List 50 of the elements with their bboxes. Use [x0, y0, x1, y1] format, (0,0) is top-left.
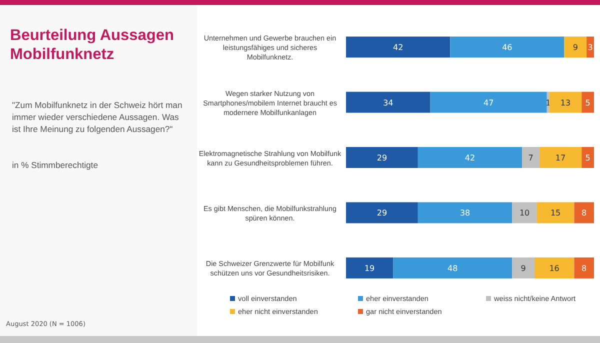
data-label: 8 [582, 264, 587, 273]
bar [512, 257, 534, 278]
bar [549, 92, 582, 113]
bar [346, 92, 430, 113]
bar [512, 202, 537, 224]
data-label: 5 [585, 98, 590, 108]
data-label: 19 [364, 264, 375, 273]
bar [522, 147, 540, 168]
data-label: 16 [549, 264, 560, 273]
data-label: 3 [588, 43, 593, 52]
data-label: 42 [392, 43, 404, 52]
data-label: 7 [528, 154, 534, 162]
bar [418, 202, 512, 224]
bar [564, 36, 587, 58]
data-label: 15 [550, 208, 561, 218]
bar [346, 36, 450, 58]
bar [536, 202, 574, 224]
data-label: 1 [546, 98, 551, 108]
bar [393, 257, 512, 278]
data-label: 17 [555, 154, 566, 162]
data-label: 29 [376, 154, 388, 162]
data-label: 10 [519, 208, 530, 218]
data-label: 9 [520, 264, 526, 273]
bar [582, 147, 594, 168]
data-label: 47 [484, 98, 494, 108]
data-label: 9 [572, 43, 578, 52]
text: Beurteilung Aussagen Mobilfunknetz [10, 27, 174, 63]
bar [346, 257, 394, 278]
data-label: 46 [502, 43, 512, 52]
data-label: 8 [582, 208, 587, 218]
text: "Zum Mobilfunknetz in der Schweiz hört man immer wieder verschiedene Aussagen. Was ist Ihre Meinung zu folgenden Aussagen?" [12, 100, 182, 134]
bar [582, 92, 594, 113]
bar [430, 92, 547, 113]
data-label: 34 [383, 98, 394, 108]
data-label: 29 [376, 208, 388, 218]
bar [534, 257, 574, 278]
bar [450, 36, 564, 58]
bar [539, 147, 582, 168]
bar [418, 147, 522, 168]
text: in % Stimmberechtigte [12, 160, 98, 170]
bar [346, 202, 418, 224]
data-label: 38 [460, 208, 470, 218]
data-label: 13 [560, 98, 571, 108]
bar [574, 257, 594, 278]
data-label: 42 [464, 154, 476, 162]
bar [586, 36, 594, 58]
data-label: 48 [448, 264, 458, 273]
data-label: 5 [585, 154, 590, 162]
bar [346, 147, 418, 168]
bar [574, 202, 594, 224]
